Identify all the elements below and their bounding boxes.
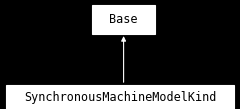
Text: SynchronousMachineModelKind: SynchronousMachineModelKind [24,90,216,104]
Text: Base: Base [109,13,138,26]
FancyBboxPatch shape [6,85,234,109]
FancyBboxPatch shape [92,5,155,34]
